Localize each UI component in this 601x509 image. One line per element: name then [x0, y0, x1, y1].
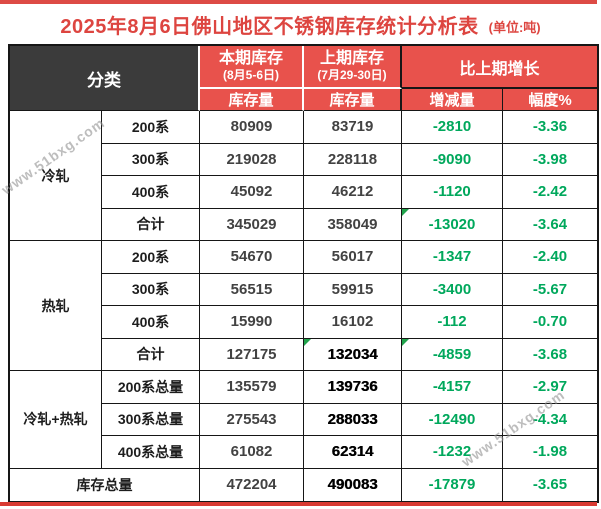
cell-previous: 46212: [304, 176, 402, 209]
group-label-hot-rolled: 热轧: [10, 241, 102, 371]
col-header-current: 本期库存 (8月5-6日): [200, 46, 304, 89]
cell-previous: 83719: [304, 111, 402, 144]
group-label-combined: 冷轧+热轧: [10, 371, 102, 469]
col-header-category: 分类: [10, 46, 200, 111]
cell-previous: 59915: [304, 273, 402, 306]
row-name: 400系: [102, 306, 200, 339]
cell-previous-with-note: 132034: [304, 338, 402, 371]
table-row: 300系 56515 59915 -3400 -5.67: [10, 273, 598, 306]
cell-change-with-note: -13020: [402, 208, 503, 241]
cell-pct: -0.70: [503, 306, 598, 339]
cell-change: -9090: [402, 143, 503, 176]
bottom-accent-bar: [0, 502, 597, 506]
row-name: 400系总量: [102, 436, 200, 469]
cell-pct: -2.40: [503, 241, 598, 274]
cell-change: -1120: [402, 176, 503, 209]
title-row: 2025年8月6日佛山地区不锈钢库存统计分析表 (单位:吨): [0, 6, 601, 42]
cell-pct: -5.67: [503, 273, 598, 306]
subheader-previous-qty: 库存量: [304, 89, 402, 111]
cell-pct: -3.64: [503, 208, 598, 241]
cell-change: -2810: [402, 111, 503, 144]
cell-previous: 16102: [304, 306, 402, 339]
cell-current-total: 472204: [200, 468, 304, 501]
row-name: 合计: [102, 338, 200, 371]
page-title: 2025年8月6日佛山地区不锈钢库存统计分析表: [60, 15, 479, 38]
table-row: 300系 219028 228118 -9090 -3.98: [10, 143, 598, 176]
unit-label: (单位:吨): [488, 19, 541, 35]
cell-current: 345029: [200, 208, 304, 241]
row-name: 200系总量: [102, 371, 200, 404]
row-name: 合计: [102, 208, 200, 241]
top-accent-bar: [0, 0, 597, 4]
subheader-change: 增减量: [402, 89, 503, 111]
table-row: 合计 127175 132034 -4859 -3.68: [10, 338, 598, 371]
table-row: 冷轧 200系 80909 83719 -2810 -3.36: [10, 111, 598, 241]
cell-change: -12490: [402, 403, 503, 436]
cell-previous-total: 490083: [304, 468, 402, 501]
col-header-growth: 比上期增长: [402, 46, 598, 89]
cell-previous: 288033: [304, 403, 402, 436]
table-row: 400系 45092 46212 -1120 -2.42: [10, 176, 598, 209]
row-name: 400系: [102, 176, 200, 209]
table-row: 400系总量 61082 62314 -1232 -1.98: [10, 436, 598, 469]
cell-current: 275543: [200, 403, 304, 436]
cell-pct: -4.34: [503, 403, 598, 436]
cell-pct-total: -3.65: [503, 468, 598, 501]
cell-change: -1232: [402, 436, 503, 469]
cell-previous: 56017: [304, 241, 402, 274]
cell-change: -3400: [402, 273, 503, 306]
col-header-previous: 上期库存 (7月29-30日): [304, 46, 402, 89]
table-row: 400系 15990 16102 -112 -0.70: [10, 306, 598, 339]
cell-previous: 139736: [304, 371, 402, 404]
cell-previous: 228118: [304, 143, 402, 176]
cell-pct: -1.98: [503, 436, 598, 469]
subheader-current-qty: 库存量: [200, 89, 304, 111]
cell-change: -112: [402, 306, 503, 339]
row-name: 300系: [102, 143, 200, 176]
table-row: 冷轧+热轧 200系总量 135579 139736 -4157 -2.97: [10, 371, 598, 469]
subheader-pct: 幅度%: [503, 89, 598, 111]
row-name: 300系: [102, 273, 200, 306]
row-name: 200系: [102, 111, 200, 144]
current-label: 本期库存: [218, 50, 283, 68]
cell-current: 219028: [200, 143, 304, 176]
row-name: 200系: [102, 241, 200, 274]
table-row-total: 库存总量 472204 490083 -17879 -3.65: [10, 468, 598, 501]
cell-current: 15990: [200, 306, 304, 339]
cell-pct: -3.68: [503, 338, 598, 371]
cell-change-total: -17879: [402, 468, 503, 501]
inventory-table: 分类 本期库存 (8月5-6日) 上期库存 (7月29-30日) 比上期增长 库…: [8, 44, 600, 503]
previous-date: (7月29-30日): [317, 67, 387, 82]
cell-pct: -3.98: [503, 143, 598, 176]
cell-change: -1347: [402, 241, 503, 274]
cell-change-with-note: -4859: [402, 338, 503, 371]
group-label-cold-rolled: 冷轧: [10, 111, 102, 241]
cell-current: 61082: [200, 436, 304, 469]
row-name: 300系总量: [102, 403, 200, 436]
cell-current: 135579: [200, 371, 304, 404]
cell-pct: -2.97: [503, 371, 598, 404]
current-date: (8月5-6日): [222, 67, 279, 82]
cell-current: 56515: [200, 273, 304, 306]
cell-current: 127175: [200, 338, 304, 371]
cell-current: 80909: [200, 111, 304, 144]
table-row: 热轧 200系 54670 56017 -1347 -2.40: [10, 241, 598, 371]
table-row: 300系总量 275543 288033 -12490 -4.34: [10, 403, 598, 436]
cell-previous: 358049: [304, 208, 402, 241]
cell-current: 54670: [200, 241, 304, 274]
cell-current: 45092: [200, 176, 304, 209]
cell-change: -4157: [402, 371, 503, 404]
table-row: 合计 345029 358049 -13020 -3.64: [10, 208, 598, 241]
previous-label: 上期库存: [319, 50, 384, 68]
total-row-label: 库存总量: [10, 468, 200, 501]
cell-pct: -2.42: [503, 176, 598, 209]
cell-previous: 62314: [304, 436, 402, 469]
cell-pct: -3.36: [503, 111, 598, 144]
